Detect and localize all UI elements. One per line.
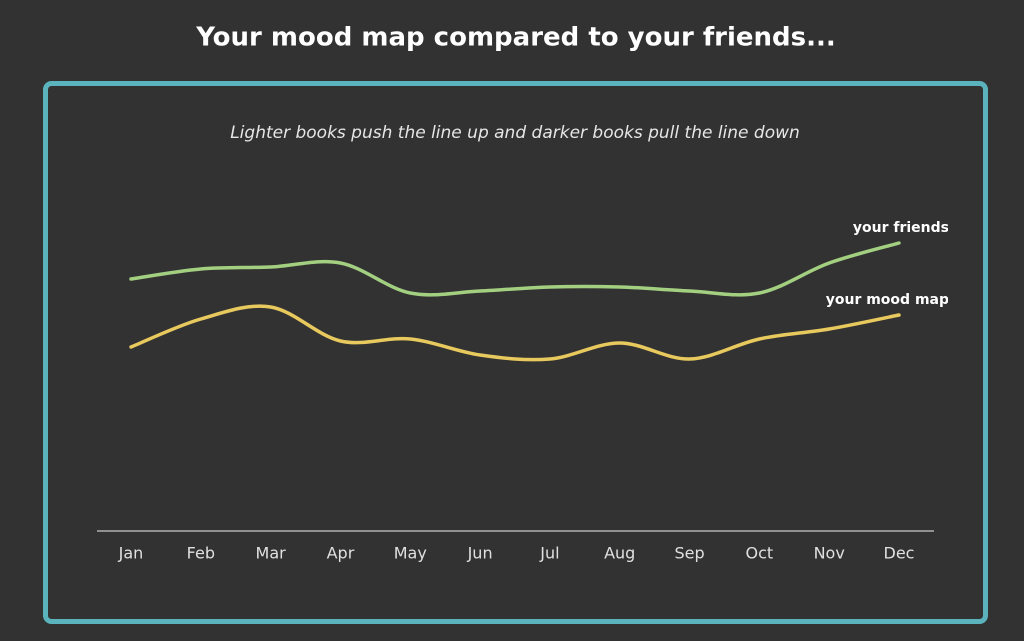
chart-title: Your mood map compared to your friends..…: [195, 23, 836, 53]
x-tick-label: Nov: [814, 544, 845, 563]
x-tick-label: Jun: [467, 544, 493, 563]
series-label: your friends: [853, 220, 949, 236]
chart-subtitle: Lighter books push the line up and darke…: [230, 123, 800, 143]
x-tick-label: Sep: [674, 544, 704, 563]
series-line: [129, 304, 901, 362]
x-tick-label: Oct: [746, 544, 774, 563]
chart-frame: [43, 81, 988, 624]
series-label: your mood map: [826, 292, 949, 308]
x-tick-label: Mar: [256, 544, 287, 563]
x-tick-label: Jul: [539, 544, 559, 563]
x-tick-label: Dec: [884, 544, 915, 563]
x-tick-label: Apr: [327, 544, 355, 563]
x-tick-label: Jan: [118, 544, 144, 563]
series-line: [129, 241, 901, 297]
x-tick-label: Aug: [604, 544, 635, 563]
x-tick-label: Feb: [187, 544, 215, 563]
x-tick-label: May: [394, 544, 427, 563]
